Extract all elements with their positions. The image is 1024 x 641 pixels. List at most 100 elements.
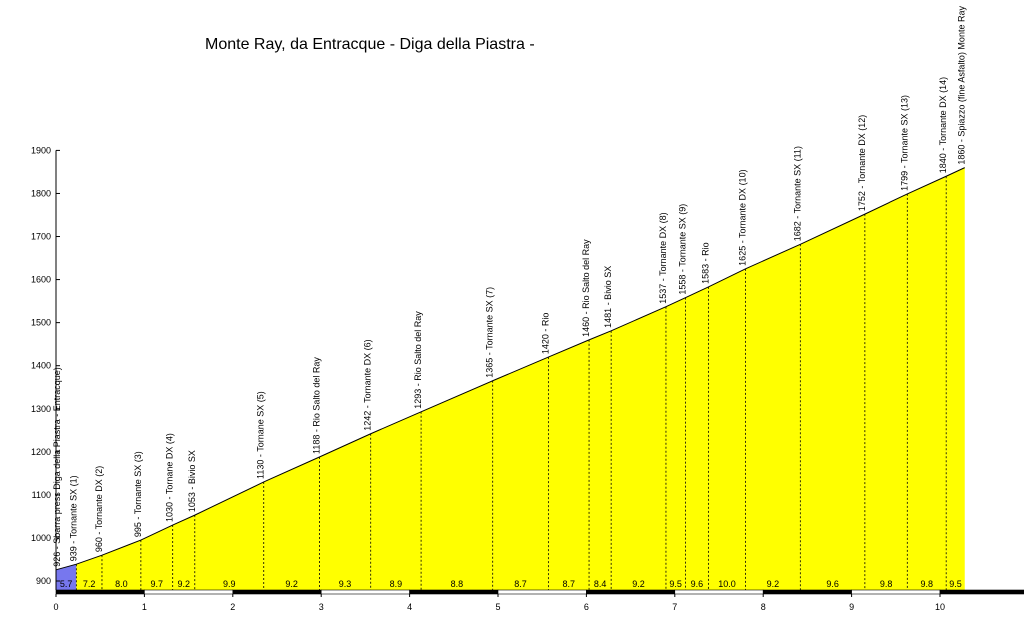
- waypoint-label: 1420 - Rio: [540, 313, 550, 355]
- profile-segment: [611, 306, 666, 590]
- chart-title: Monte Ray, da Entracque - Diga della Pia…: [205, 36, 535, 53]
- distance-bar-segment: [497, 589, 587, 595]
- waypoint-label: 1625 - Tornante DX (10): [738, 169, 748, 265]
- x-tick-label: 6: [584, 602, 589, 612]
- y-tick-label: 1600: [31, 275, 51, 285]
- waypoint-label: 1030 - Tornane DX (4): [165, 433, 175, 522]
- distance-bar-segment: [851, 589, 941, 595]
- y-tick-label: 1500: [31, 318, 51, 328]
- profile-segment: [263, 456, 320, 590]
- profile-segment: [194, 481, 264, 590]
- waypoint-marker-layer: [75, 176, 947, 590]
- distance-bar-segment: [320, 589, 410, 595]
- gradient-label: 9.6: [691, 579, 704, 589]
- profile-segment: [745, 244, 801, 590]
- gradient-label: 8.7: [562, 579, 575, 589]
- gradient-label: 9.2: [767, 579, 780, 589]
- profile-segment: [492, 357, 549, 590]
- y-tick-label: 1900: [31, 145, 51, 155]
- waypoint-label: 995 - Tornante SX (3): [133, 451, 143, 537]
- profile-segment: [589, 330, 612, 590]
- distance-bar-segment: [232, 589, 322, 595]
- y-tick-label: 1700: [31, 232, 51, 242]
- gradient-label: 9.8: [880, 579, 893, 589]
- profile-segment: [140, 525, 173, 590]
- y-tick-label: 1800: [31, 188, 51, 198]
- profile-segment: [56, 564, 77, 590]
- x-tick-label: 7: [672, 602, 677, 612]
- waypoint-label: 939 - Tornante SX (1): [68, 475, 78, 561]
- profile-segment: [946, 167, 965, 590]
- gradient-label: 9.3: [339, 579, 352, 589]
- waypoint-label: 1840 - Tornante DX (14): [938, 77, 948, 173]
- gradient-label: 9.9: [223, 579, 236, 589]
- waypoint-label: 1365 - Tornante SX (7): [485, 287, 495, 378]
- profile-segment: [319, 433, 371, 590]
- waypoint-label: 1682 - Tornante SX (11): [792, 146, 802, 241]
- y-tick-label: 900: [36, 576, 51, 586]
- y-tick-label: 1200: [31, 447, 51, 457]
- gradient-label: 9.8: [920, 579, 933, 589]
- distance-bar-segment: [939, 589, 1024, 595]
- gradient-label: 9.2: [285, 579, 298, 589]
- waypoint-label: 1537 - Tornante DX (8): [658, 212, 668, 303]
- gradient-label: 9.5: [669, 579, 682, 589]
- gradient-label: 9.6: [826, 579, 839, 589]
- waypoint-label: 1481 - Bivio SX: [603, 266, 613, 328]
- x-tick-label: 2: [230, 602, 235, 612]
- x-tick-label: 1: [142, 602, 147, 612]
- waypoint-label: 1460 - Rio Salto del Ray: [581, 239, 591, 337]
- x-tick-label: 0: [53, 602, 58, 612]
- gradient-label: 9.7: [151, 579, 164, 589]
- x-tick-label: 9: [849, 602, 854, 612]
- gradient-label: 9.2: [632, 579, 645, 589]
- waypoint-label: 1130 - Tornane SX (5): [256, 391, 266, 479]
- gradient-label: 8.7: [514, 579, 527, 589]
- waypoint-label: 1242 - Tornante DX (6): [363, 339, 373, 430]
- waypoint-label: 1558 - Tornante SX (9): [677, 204, 687, 295]
- profile-segment: [370, 411, 422, 590]
- profile-segment: [864, 193, 908, 590]
- gradient-label: 8.0: [115, 579, 128, 589]
- profile-segment: [548, 339, 590, 590]
- x-tick-label: 10: [935, 602, 945, 612]
- axes-layer: 900 1000 1 10 0 1200 1300 1400 1500 1600 1700 1800 1…: [31, 145, 1024, 612]
- gradient-label-layer: 5.7 7.2 8.0 9.7 9.2 9.9 9.2 9.3 8.9 8.8 8.7 8.7 8.4 9…: [60, 579, 962, 589]
- profile-segment: [907, 176, 947, 590]
- waypoint-label: 1799 - Tornante SX (13): [899, 95, 909, 191]
- distance-bar-segment: [762, 589, 852, 595]
- gradient-label: 7.2: [83, 579, 96, 589]
- profile-segment: [421, 380, 493, 590]
- y-tick-label: 1300: [31, 404, 51, 414]
- profile-line: [55, 167, 965, 571]
- profile-segment: [685, 286, 709, 590]
- gradient-label: 8.4: [594, 579, 607, 589]
- waypoint-label: 1752 - Tornante DX (12): [857, 115, 867, 211]
- profile-fill-layer: [56, 167, 965, 591]
- waypoint-label: 960 - Tornante DX (2): [94, 466, 104, 552]
- profile-segment: [665, 297, 686, 590]
- distance-bar-segment: [586, 589, 676, 595]
- y-tick-label: 1000: [31, 533, 51, 543]
- profile-segment: [800, 214, 865, 591]
- waypoint-label: 1583 - Rio: [700, 242, 710, 284]
- gradient-label: 5.7: [60, 579, 73, 589]
- waypoint-label: 1860 - Spiazzo (fine Asfalto) Monte Ray: [957, 6, 967, 165]
- distance-bar-segment: [409, 589, 499, 595]
- distance-bar-segment: [674, 589, 764, 595]
- waypoint-label: 1053 - Bivio SX: [187, 450, 197, 512]
- distance-bar-segment: [144, 589, 234, 595]
- x-tick-label: 4: [407, 602, 412, 612]
- profile-segment: [708, 268, 746, 590]
- waypoint-label: 1293 - Rio Salto del Ray: [413, 311, 423, 409]
- distance-bar-segment: [55, 589, 145, 595]
- x-tick-label: 5: [495, 602, 500, 612]
- profile-line-layer: [55, 167, 965, 571]
- profile-segment: [172, 515, 195, 590]
- profile-segment: [76, 555, 102, 590]
- waypoint-label-layer: 926 - Sbarra press Diga della Piastra - …: [52, 6, 967, 567]
- waypoint-label: 1188 - Rio Salto del Ray: [311, 357, 321, 454]
- y-tick-label: 1400: [31, 361, 51, 371]
- gradient-label: 9.5: [949, 579, 962, 589]
